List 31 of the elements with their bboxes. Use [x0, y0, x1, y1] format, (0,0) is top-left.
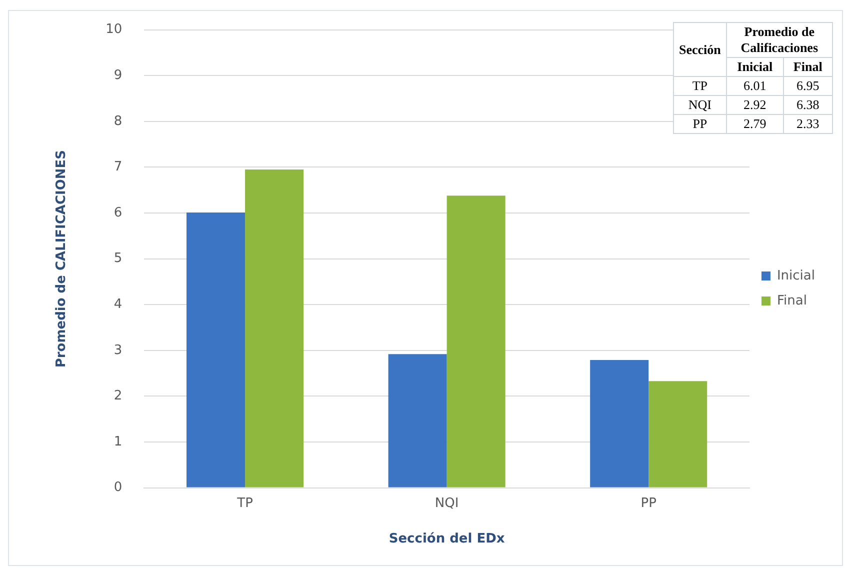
category-label: TP: [692, 78, 708, 93]
annotation: Promedio de Calificaciones: [726, 22, 832, 58]
text: Inicial: [737, 59, 773, 74]
legend-label: Inicial: [776, 268, 816, 284]
annotation: Sección: [674, 22, 726, 76]
legend-label: Final: [776, 293, 807, 308]
annotation: 2.92: [726, 96, 784, 114]
y-tick-label: 0: [114, 480, 122, 496]
annotation: 6.01: [726, 76, 784, 96]
y-tick-label: 3: [114, 342, 122, 358]
x-tick-label: NQI: [434, 496, 459, 511]
annotation: 2.79: [726, 114, 784, 134]
text: 6.38: [783, 96, 832, 114]
x-axis-title: Sección del EDx: [388, 532, 506, 547]
y-tick-label: 7: [114, 160, 122, 175]
y-tick-label: 8: [114, 114, 122, 129]
y-axis-title: Promedio de CALIFICACIONES: [54, 150, 70, 368]
y-tick-label: 9: [114, 68, 122, 83]
y-tick-label: 4: [114, 296, 122, 312]
text: 6.95: [783, 76, 832, 96]
category-label: NQI: [688, 97, 712, 112]
category-label: PP: [692, 116, 708, 131]
y-tick-label: 6: [114, 205, 122, 220]
x-tick-label: PP: [640, 496, 657, 511]
text: Final: [793, 59, 822, 74]
text: 2.33: [783, 114, 832, 134]
x-tick-label: TP: [236, 496, 254, 511]
y-tick-label: 10: [106, 22, 122, 38]
y-tick-label: 1: [114, 434, 122, 450]
y-tick-label: 2: [114, 388, 122, 404]
y-tick-label: 5: [114, 251, 122, 266]
